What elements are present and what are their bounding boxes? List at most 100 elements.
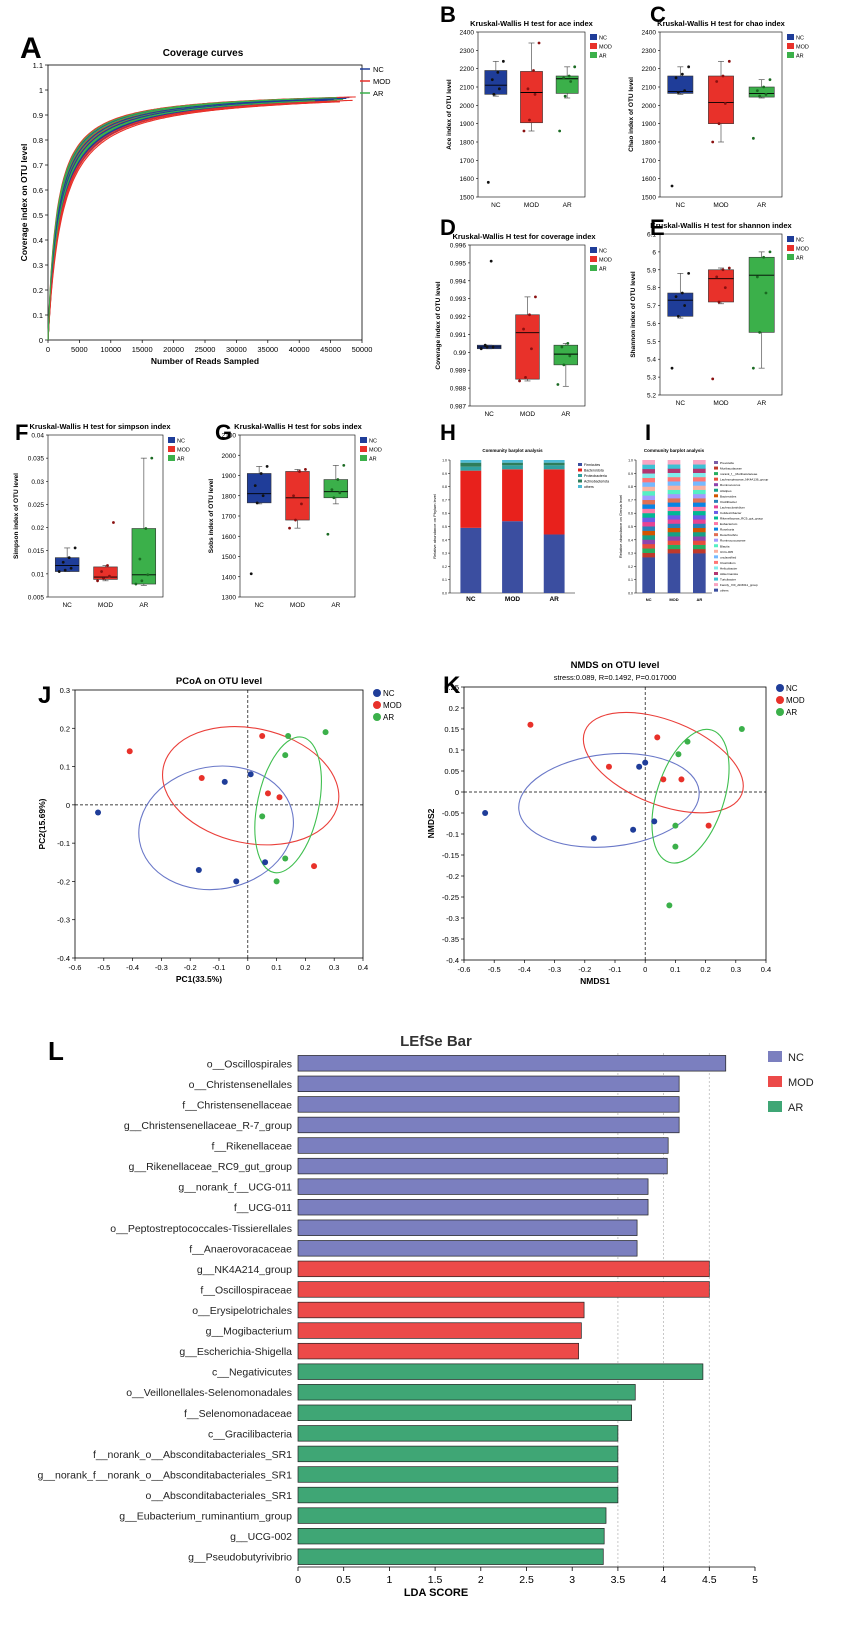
y-tick-label: 0.1	[33, 311, 43, 320]
data-point	[61, 560, 65, 564]
y-tick-label: -0.15	[442, 851, 459, 860]
bar-label: g__NK4A214_group	[197, 1264, 292, 1276]
legend-label: MOD	[796, 247, 809, 253]
data-point	[518, 379, 521, 383]
bar-segment-genus	[642, 495, 655, 501]
y-axis-label: Ace index of OTU level	[446, 79, 453, 150]
y-tick-label: 1700	[460, 158, 475, 165]
bar-segment-others	[460, 460, 482, 463]
legend-swatch	[590, 256, 597, 262]
x-tick-label: AR	[696, 597, 702, 602]
data-point	[294, 518, 297, 522]
lefse-bar-nc	[297, 1219, 638, 1236]
legend-swatch	[787, 43, 794, 49]
legend-swatch	[590, 247, 597, 253]
legend-swatch	[787, 254, 794, 260]
y-axis-label: Sobs index of OTU level	[208, 479, 215, 554]
sample-point-mod	[264, 790, 271, 797]
legend-swatch	[714, 566, 718, 570]
legend-label: NC	[796, 36, 804, 42]
box-mod	[285, 471, 310, 521]
bar-label: f__Oscillospiraceae	[200, 1284, 292, 1296]
y-tick-label: 0.995	[450, 260, 467, 267]
data-point	[300, 502, 303, 506]
legend-label: NC	[177, 439, 185, 445]
x-tick-label: -0.5	[488, 965, 501, 974]
y-tick-label: 1500	[460, 195, 475, 202]
chart-title: Kruskal-Wallis H test for chao index	[657, 19, 785, 28]
x-tick-label: MOD	[713, 202, 728, 209]
y-tick-label: 1500	[222, 554, 237, 561]
sample-point-ar	[273, 878, 280, 885]
bar-segment-firmicutes	[502, 469, 523, 522]
y-axis-label: Shannon index of OTU level	[630, 271, 637, 358]
y-tick-label: 5.4	[647, 357, 656, 364]
data-point	[338, 491, 342, 495]
bar-segment-genus	[642, 539, 655, 545]
data-point	[562, 363, 566, 367]
bar-segment-others	[642, 557, 655, 593]
y-tick-label: -0.2	[446, 872, 459, 881]
panel-label-l: L	[48, 1036, 64, 1066]
chart-title: Kruskal-Wallis H test for shannon index	[650, 221, 792, 230]
panel-label-c: C	[650, 2, 666, 27]
legend-label: NC	[599, 249, 607, 255]
coverage-curve-nc	[47, 97, 347, 341]
panel-label-j: J	[38, 682, 51, 709]
data-point	[298, 470, 301, 473]
data-point	[140, 579, 144, 583]
data-point	[288, 526, 291, 530]
x-tick-label: 2.5	[519, 1574, 534, 1586]
chart-title: Community barplot analysis	[482, 448, 543, 453]
chart-title: Community barplot analysis	[644, 448, 705, 453]
y-axis-label: Chao index of OTU level	[628, 77, 635, 152]
panel-label-a: A	[20, 32, 42, 65]
data-point	[568, 354, 572, 358]
legend-swatch	[768, 1101, 782, 1112]
legend-swatch	[768, 1076, 782, 1087]
y-tick-label: 1600	[460, 176, 475, 183]
data-point	[727, 59, 731, 63]
sample-point-ar	[675, 751, 682, 758]
data-point	[528, 118, 531, 122]
y-axis-label: NMDS2	[426, 808, 436, 838]
box-ar	[131, 528, 157, 585]
data-point	[265, 464, 269, 468]
y-tick-label: 0.987	[450, 404, 467, 411]
sample-point-ar	[259, 813, 266, 820]
legend-label: MOD	[373, 77, 391, 86]
y-tick-label: 2200	[642, 66, 657, 73]
bar-label: f__norank_o__Absconditabacteriales_SR1	[93, 1449, 292, 1461]
x-tick-label: NC	[491, 202, 501, 209]
legend-swatch	[714, 577, 718, 581]
box-ar	[323, 479, 349, 499]
data-point	[758, 330, 762, 334]
y-tick-label: 2100	[642, 85, 657, 92]
legend-label: Clostridium	[720, 561, 736, 565]
legend-label: AR	[786, 708, 797, 717]
legend-label: Lachnospiraceae_NK4A136_group	[720, 478, 768, 482]
legend-label: NC	[383, 689, 395, 698]
legend-marker	[776, 696, 784, 704]
legend-swatch	[590, 52, 597, 58]
legend-label: Akkermansia	[720, 572, 738, 576]
y-tick-label: -0.25	[442, 893, 459, 902]
bar-segment-genus	[667, 548, 681, 554]
sample-point-nc	[247, 771, 254, 778]
y-axis-label: Coverage index on OTU level	[19, 144, 29, 262]
legend-swatch	[168, 446, 175, 452]
y-tick-label: 0.25	[444, 683, 459, 692]
data-point	[336, 478, 340, 481]
legend-swatch	[714, 538, 718, 542]
x-tick-label: 3.5	[611, 1574, 626, 1586]
lefse-bar-nc	[297, 1157, 668, 1175]
lefse-bar-mod	[297, 1342, 579, 1360]
sample-point-mod	[705, 822, 712, 829]
legend-swatch	[714, 510, 718, 514]
data-point	[100, 570, 103, 573]
x-tick-label: AR	[549, 596, 559, 603]
data-point	[332, 496, 336, 500]
lefse-bar-ar	[297, 1384, 636, 1401]
y-tick-label: 2100	[460, 85, 475, 92]
bar-segment-genus	[642, 548, 655, 553]
